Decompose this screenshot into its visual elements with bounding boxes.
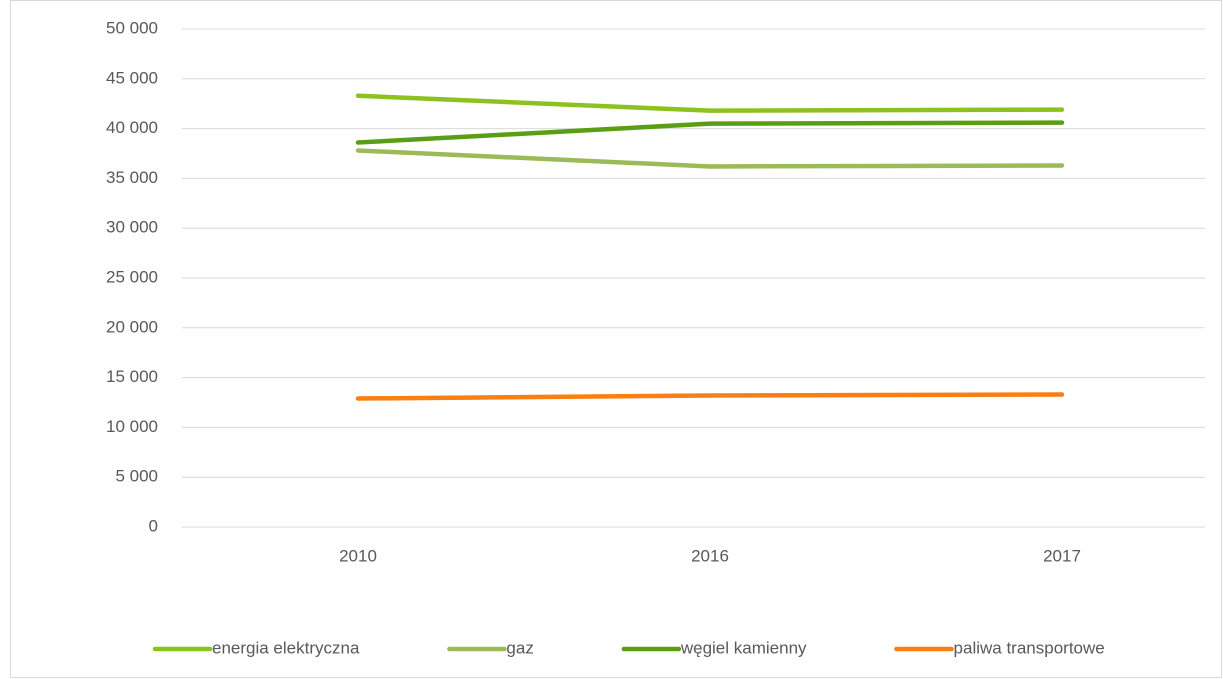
series-line [355, 148, 1065, 169]
series-line [355, 120, 1065, 145]
legend-label: węgiel kamienny [680, 638, 807, 657]
legend-label: paliwa transportowe [954, 638, 1105, 657]
y-tick-label: 15 000 [106, 367, 158, 386]
y-tick-label: 35 000 [106, 168, 158, 187]
y-tick-label: 25 000 [106, 267, 158, 286]
x-tick-label: 2010 [339, 546, 377, 565]
legend-label: energia elektryczna [212, 638, 360, 657]
y-tick-label: 40 000 [106, 118, 158, 137]
y-tick-label: 50 000 [106, 18, 158, 37]
y-tick-label: 10 000 [106, 417, 158, 436]
x-tick-label: 2017 [1043, 546, 1081, 565]
y-tick-label: 20 000 [106, 317, 158, 336]
y-tick-label: 45 000 [106, 68, 158, 87]
legend-label: gaz [506, 638, 533, 657]
y-tick-label: 5 000 [115, 467, 158, 486]
y-tick-label: 30 000 [106, 218, 158, 237]
series-line [355, 392, 1065, 401]
chart-border [10, 0, 1222, 678]
series-line [355, 93, 1065, 113]
y-tick-label: 0 [149, 516, 158, 535]
x-tick-label: 2016 [691, 546, 729, 565]
